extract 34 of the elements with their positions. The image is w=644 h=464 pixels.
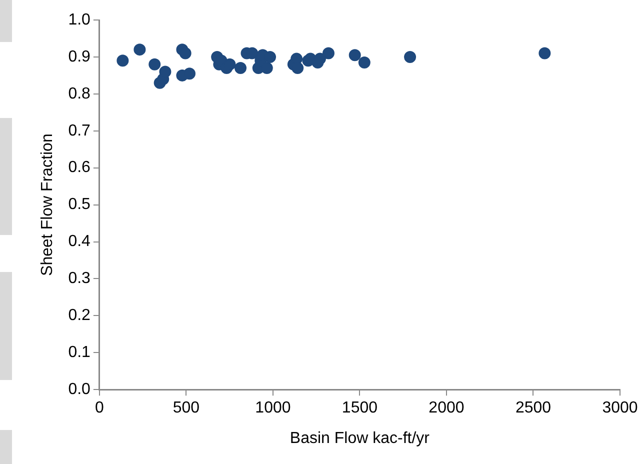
y-tick-label: 0.3 <box>68 270 91 288</box>
y-axis-title: Sheet Flow Fraction <box>39 134 56 276</box>
y-tick-label: 0.9 <box>68 48 91 66</box>
point <box>179 47 192 60</box>
x-axis-title: Basin Flow kac-ft/yr <box>290 430 430 447</box>
x-tick-label: 3000 <box>602 400 638 417</box>
x-tick-label: 1500 <box>342 400 378 417</box>
point <box>159 66 172 78</box>
x-tick-label: 2500 <box>515 400 552 417</box>
point <box>538 47 551 60</box>
point <box>148 58 161 70</box>
point <box>116 54 129 67</box>
y-tick-label: 0.2 <box>68 307 91 324</box>
x-tick-label: 1000 <box>255 400 291 417</box>
point <box>134 44 146 56</box>
y-tick-label: 1.0 <box>68 11 91 28</box>
point <box>404 50 416 63</box>
x-tick-label: 2000 <box>428 400 464 417</box>
point <box>322 47 334 60</box>
y-tick-label: 0.0 <box>68 381 91 398</box>
point <box>348 49 361 62</box>
point <box>292 62 304 74</box>
x-tick-label: 500 <box>172 400 200 417</box>
x-tick-label: 0 <box>94 400 104 417</box>
point <box>184 68 196 80</box>
point <box>358 56 370 69</box>
y-tick-label: 0.7 <box>68 122 91 140</box>
y-tick-label: 0.8 <box>68 85 91 102</box>
y-tick-label: 0.5 <box>68 196 91 214</box>
y-tick-label: 0.6 <box>68 159 91 176</box>
point <box>314 52 326 65</box>
y-tick-label: 0.1 <box>68 344 91 362</box>
y-tick-label: 0.4 <box>68 233 91 250</box>
point <box>234 62 247 74</box>
